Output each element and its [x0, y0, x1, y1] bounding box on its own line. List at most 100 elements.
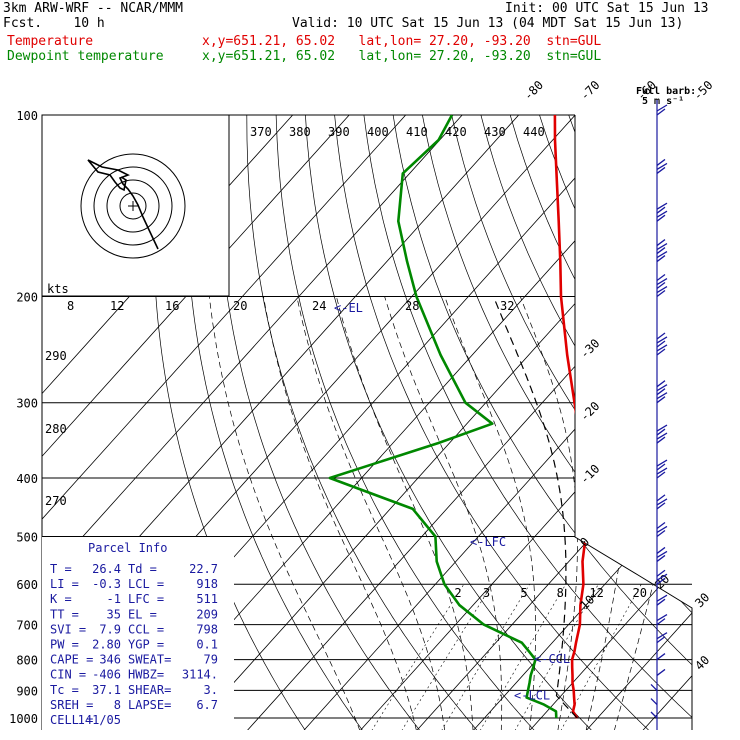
wind-barbs: [650, 100, 668, 730]
dry-adiabat: [185, 115, 364, 730]
hodograph-speed-label: 32: [500, 299, 514, 313]
barb-feather: [656, 282, 666, 290]
barb-feather: [656, 380, 666, 388]
barb-feather: [656, 202, 668, 210]
wind-barb: [656, 653, 666, 661]
wind-barb: [656, 424, 668, 444]
barb-feather: [650, 698, 658, 706]
barb-feather: [656, 214, 666, 222]
barb-feather: [656, 384, 668, 392]
parcel-label: HWBZ=: [128, 668, 164, 682]
wind-barb: [656, 459, 668, 479]
wind-barb: [656, 158, 668, 174]
parcel-label: LAPSE=: [128, 698, 171, 712]
parcel-label: YGP =: [128, 638, 164, 652]
right-boundary: [574, 115, 693, 730]
barb-feather: [656, 332, 666, 340]
dewpoint-profile: [328, 115, 558, 719]
parcel-info-title: Parcel Info: [88, 541, 167, 555]
parcel-value: 79: [204, 653, 218, 667]
wind-barb: [656, 332, 668, 356]
init-time: Init: 00 UTC Sat 15 Jun 13: [505, 1, 709, 16]
pressure-tick-label: 400: [16, 472, 38, 486]
moist-adiabat: [384, 296, 503, 730]
dry-adiabat: [305, 115, 593, 730]
barb-feather: [656, 467, 668, 475]
parcel-label: SREH =: [50, 698, 93, 712]
isotherm-label: 20: [652, 572, 672, 592]
wind-barb: [656, 239, 668, 263]
barb-feather: [656, 255, 666, 263]
parcel-label: SWEAT=: [128, 653, 171, 667]
barb-feather: [656, 239, 666, 247]
isotherm-label: -20: [577, 399, 602, 424]
barb-feather: [650, 711, 658, 719]
parcel-value: -406: [92, 668, 121, 682]
sounding-curves: [328, 115, 588, 719]
wind-barb: [656, 494, 668, 510]
pressure-tick-label: 600: [16, 578, 38, 592]
dry-adiabat: [715, 115, 740, 731]
parcel-label: SHEAR=: [128, 683, 171, 697]
isotherm: [42, 115, 406, 730]
theta-label: 400: [367, 125, 389, 139]
hodograph-speed-label: 12: [110, 299, 124, 313]
pressure-tick-label: 1000: [9, 712, 38, 726]
barb-key-label: Full barb:: [636, 86, 697, 97]
mixing-ratio-label: 2: [454, 586, 461, 600]
parcel-value: 209: [196, 607, 218, 621]
barb-feather: [656, 290, 666, 298]
mixing-ratio-label: 20: [632, 586, 646, 600]
barb-feather: [656, 166, 666, 174]
parcel-label: TT =: [50, 607, 79, 621]
isotherm: [529, 115, 692, 730]
barb-feather: [656, 554, 666, 562]
parcel-value: 3.: [204, 683, 218, 697]
theta-label: 420: [445, 125, 467, 139]
parcel-label: CAPE =: [50, 653, 93, 667]
pressure-tick-label: 800: [16, 654, 38, 668]
parcel-info-box: Parcel Info T = 26.4 Td = 22.7 LI = -0.3 LCL = 9…: [42, 537, 234, 730]
parcel-label: T =: [50, 562, 72, 576]
temperature-profile: [553, 115, 588, 719]
parcel-label: PW =: [50, 638, 79, 652]
isotherm: [303, 115, 692, 730]
mixing-ratio-line: [371, 584, 465, 730]
isotherm-label: -60: [634, 78, 659, 103]
dry-adiabat: [451, 115, 692, 730]
temperature-legend-label: Temperature: [7, 34, 94, 49]
mixing-ratio-label: 3: [483, 586, 490, 600]
barb-feather: [656, 471, 666, 479]
mixing-ratio-line: [560, 584, 642, 730]
wind-barb: [656, 594, 668, 606]
hodograph-speed-label: 28: [405, 299, 419, 313]
parcel-value: 6.7: [196, 698, 218, 712]
barb-feather: [656, 668, 666, 676]
pressure-tick-label: 300: [16, 397, 38, 411]
moist-adiabat: [263, 296, 417, 730]
barb-feather: [656, 277, 668, 286]
barb-feather: [656, 424, 668, 432]
level-annotation-ccl: <-CCL: [534, 652, 570, 666]
hodograph-ring: [93, 166, 173, 246]
dry-adiabat: [509, 115, 692, 730]
dry-adiabat: [334, 115, 650, 730]
barb-feather: [656, 158, 666, 166]
parcel-value: 346: [99, 653, 121, 667]
dry-adiabat: [392, 115, 692, 730]
barb-feather: [656, 550, 668, 558]
hodograph-speed-label: 24: [312, 299, 326, 313]
barb-feather: [656, 392, 668, 400]
parcel-value: 7.9: [99, 622, 121, 636]
barb-feather: [656, 285, 668, 294]
barb-feather: [656, 494, 666, 502]
forecast-hour: Fcst. 10 h: [3, 16, 105, 31]
isotherm-label: 0: [577, 535, 592, 550]
parcel-label: CELL =: [50, 713, 93, 727]
barb-feather: [656, 388, 666, 396]
isotherm: [42, 115, 463, 730]
wind-barb: [656, 521, 668, 537]
level-annotation-el: <-EL: [334, 301, 363, 315]
moist-adiabat: [585, 296, 631, 730]
